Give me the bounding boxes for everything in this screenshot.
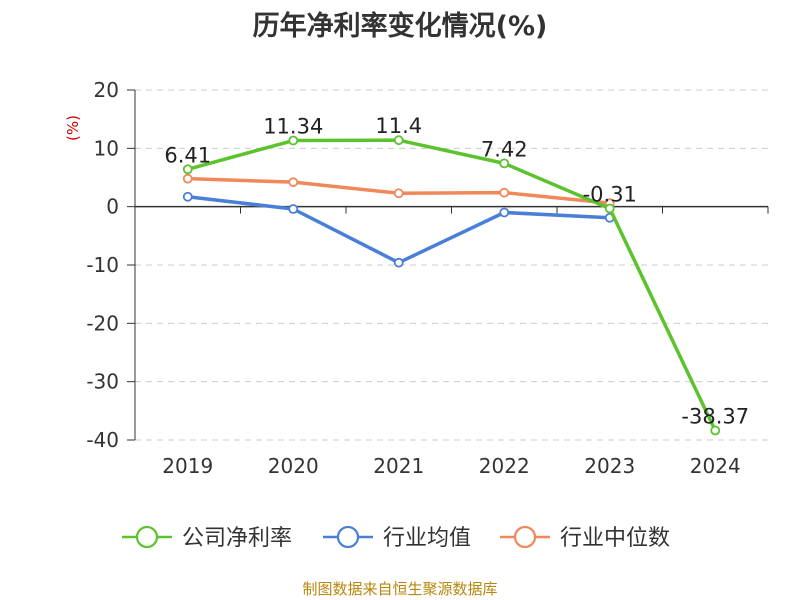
data-label: -0.31 xyxy=(583,182,637,206)
data-point xyxy=(393,135,404,146)
y-tick-label: 10 xyxy=(94,136,119,160)
data-point xyxy=(499,187,510,198)
legend-marker xyxy=(336,525,360,549)
series-line xyxy=(187,138,717,432)
legend-label: 公司净利率 xyxy=(182,526,292,551)
data-point xyxy=(499,207,510,218)
y-axis-label: (%) xyxy=(64,115,82,141)
legend-marker xyxy=(135,525,159,549)
legend-marker xyxy=(513,525,537,549)
x-tick-label: 2020 xyxy=(268,454,319,478)
axes: 20 10 0 -10 -20 -30 -40 2019 2020 2021 2022 2023 202… xyxy=(64,78,769,478)
data-label: 7.42 xyxy=(481,137,528,161)
legend-label: 行业均值 xyxy=(383,526,471,551)
data-point xyxy=(288,135,299,146)
data-point xyxy=(604,203,615,214)
legend-label: 行业中位数 xyxy=(560,526,670,551)
data-point xyxy=(393,257,404,268)
data-point xyxy=(288,204,299,214)
data-label: -38.37 xyxy=(681,404,749,428)
source-note: 制图数据来自恒生聚源数据库 xyxy=(302,580,498,598)
y-tick-label: -40 xyxy=(86,428,119,452)
data-point xyxy=(182,173,193,184)
y-tick-label: -20 xyxy=(86,311,119,335)
data-label: 6.41 xyxy=(164,143,211,167)
x-tick-label: 2023 xyxy=(584,454,635,478)
series-lines xyxy=(182,135,721,436)
data-labels: 6.41 11.34 11.4 7.42 -0.31 -38.37 xyxy=(164,114,749,428)
x-tick-label: 2022 xyxy=(479,454,530,478)
x-tick-label: 2019 xyxy=(162,454,213,478)
legend[interactable]: 公司净利率 行业均值 行业中位数 xyxy=(122,525,670,551)
data-point xyxy=(499,158,510,169)
y-tick-label: 20 xyxy=(94,78,119,102)
data-point xyxy=(182,191,193,202)
y-tick-label: -10 xyxy=(86,253,119,277)
y-tick-label: 0 xyxy=(106,195,119,219)
data-point xyxy=(710,425,721,436)
chart-title: 历年净利率变化情况(%) xyxy=(252,11,548,42)
y-tick-label: -30 xyxy=(86,370,119,394)
grid-lines xyxy=(135,89,768,441)
x-tick-label: 2024 xyxy=(690,454,741,478)
x-tick-label: 2021 xyxy=(373,454,424,478)
data-label: 11.4 xyxy=(375,114,422,138)
data-point xyxy=(182,164,193,175)
data-point xyxy=(393,188,404,199)
data-label: 11.34 xyxy=(263,115,323,139)
data-point xyxy=(288,177,299,188)
